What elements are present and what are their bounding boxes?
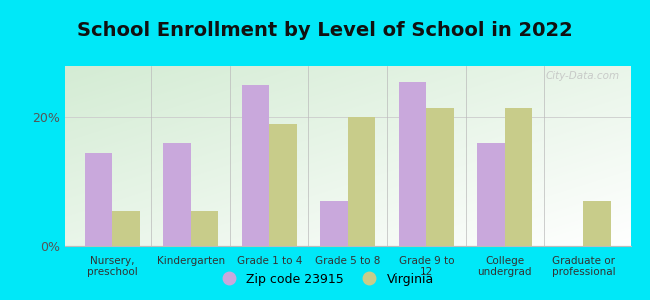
Bar: [348, 117, 375, 246]
Bar: [163, 143, 190, 246]
Text: City-Data.com: City-Data.com: [545, 71, 619, 81]
Bar: [584, 201, 611, 246]
Bar: [269, 124, 296, 246]
Bar: [399, 82, 426, 246]
Bar: [426, 108, 454, 246]
Bar: [84, 153, 112, 246]
Bar: [190, 211, 218, 246]
Bar: [112, 211, 140, 246]
Bar: [242, 85, 269, 246]
Bar: [320, 201, 348, 246]
Bar: [505, 108, 532, 246]
Legend: Zip code 23915, Virginia: Zip code 23915, Virginia: [211, 268, 439, 291]
Text: School Enrollment by Level of School in 2022: School Enrollment by Level of School in …: [77, 21, 573, 40]
Bar: [477, 143, 505, 246]
